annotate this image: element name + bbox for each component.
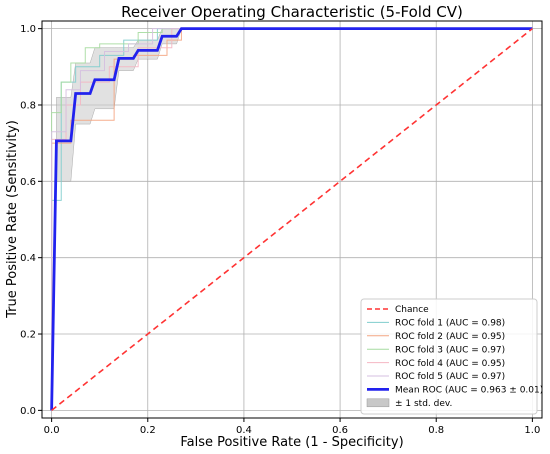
legend-entry: ± 1 std. dev. — [395, 399, 452, 409]
y-tick-label: 0.4 — [20, 253, 36, 264]
y-tick-label: 1.0 — [20, 24, 36, 35]
x-tick-label: 0.8 — [428, 425, 444, 436]
legend-entry: ROC fold 5 (AUC = 0.97) — [395, 372, 505, 382]
x-tick-label: 0.4 — [236, 425, 252, 436]
legend: Chance ROC fold 1 (AUC = 0.98) ROC fold 2 … — [360, 298, 543, 415]
series-line-6 — [50, 27, 533, 411]
series-line-4 — [51, 28, 533, 411]
grid — [42, 21, 542, 418]
y-tick-label: 0.8 — [20, 100, 36, 111]
legend-entry: ROC fold 1 (AUC = 0.98) — [395, 319, 505, 329]
legend-entry: Chance — [395, 305, 429, 315]
series-line-1 — [51, 28, 533, 411]
y-axis-label: True Positive Rate (Sensitivity) — [5, 120, 20, 319]
y-tick-label: 0.0 — [20, 406, 36, 417]
x-tick-label: 0.6 — [332, 425, 348, 436]
legend-box — [360, 298, 538, 415]
y-tick-label: 0.2 — [20, 330, 36, 341]
x-tick-label: 1.0 — [524, 425, 540, 436]
series-line-0 — [51, 28, 533, 411]
axis-ticks: 0.0 0.2 0.4 0.6 0.8 1.0 0.0 0.2 0.4 0.6 0.8 1.0 — [20, 24, 540, 436]
series-line-5 — [51, 28, 533, 411]
legend-entry: Mean ROC (AUC = 0.963 ± 0.01) — [395, 386, 543, 396]
chart-title: Receiver Operating Characteristic (5-Fol… — [121, 3, 463, 21]
legend-entry: ROC fold 3 (AUC = 0.97) — [395, 345, 505, 355]
x-axis-label: False Positive Rate (1 - Specificity) — [180, 435, 403, 450]
x-tick-label: 0.2 — [140, 425, 156, 436]
legend-entry: ROC fold 2 (AUC = 0.95) — [395, 332, 505, 342]
legend-swatch — [366, 398, 390, 408]
y-tick-label: 0.6 — [20, 177, 36, 188]
series-line-3 — [51, 28, 533, 411]
series-layer — [50, 27, 533, 411]
x-tick-label: 0.0 — [44, 425, 60, 436]
plot-frame — [41, 20, 543, 419]
legend-entry: ROC fold 4 (AUC = 0.95) — [395, 359, 505, 369]
